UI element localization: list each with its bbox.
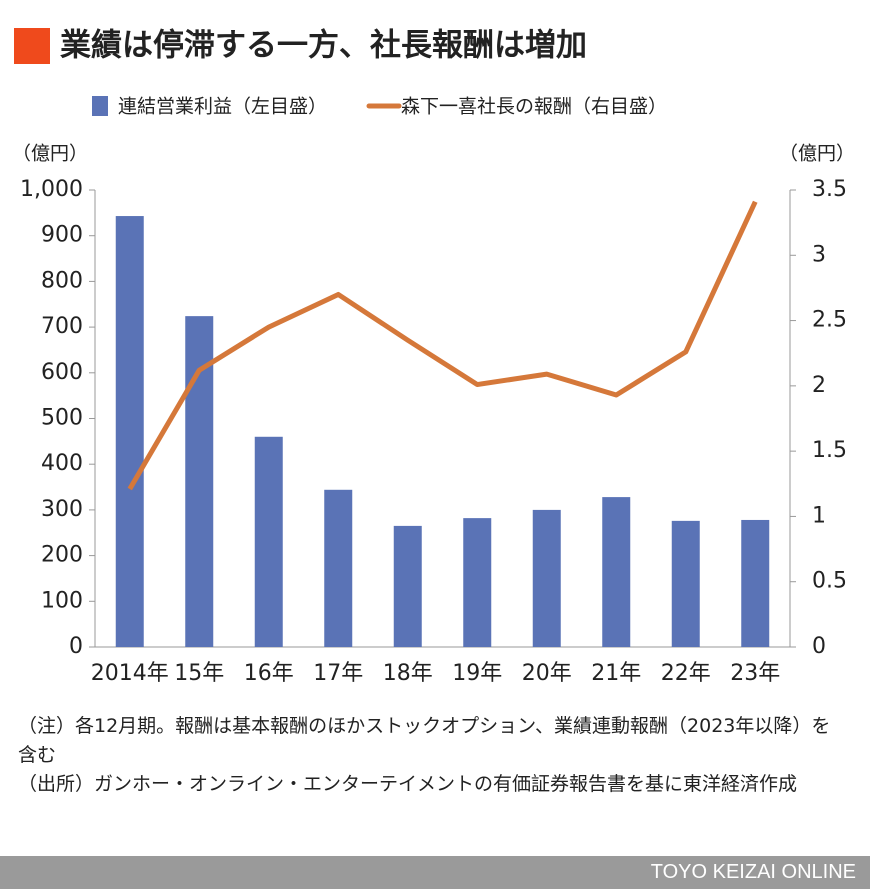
note: （注）各12月期。報酬は基本報酬のほかストックオプション、業績連動報酬（2023…	[18, 715, 831, 766]
y-tick-label: 0	[69, 634, 83, 659]
line	[127, 200, 758, 491]
x-tick-label: 20年	[522, 661, 572, 686]
x-tick-label: 19年	[452, 661, 502, 686]
y-tick-label: 400	[41, 451, 83, 476]
y-tick-label: 1,000	[20, 177, 83, 202]
x-tick-label: 16年	[244, 661, 294, 686]
y-tick-label: 100	[41, 588, 83, 613]
bar	[532, 509, 561, 647]
bar	[602, 497, 631, 647]
x-tick-label: 17年	[313, 661, 363, 686]
y2-tick-label: 0	[812, 634, 826, 659]
bar	[393, 525, 422, 647]
y2-axis-label: （億円）	[779, 143, 855, 165]
y-tick-label: 800	[41, 268, 83, 293]
footer: TOYO KEIZAI ONLINE	[0, 856, 870, 889]
x-tick-label: 22年	[661, 661, 711, 686]
x-tick-label: 21年	[591, 661, 641, 686]
x-tick-label: 15年	[174, 661, 224, 686]
x-tick-label: 18年	[383, 661, 433, 686]
bar	[115, 216, 144, 647]
y2-tick-label: 2	[812, 373, 826, 398]
y-tick-label: 900	[41, 223, 83, 248]
bar	[741, 519, 770, 647]
y-tick-label: 600	[41, 360, 83, 385]
y2-tick-label: 1.5	[812, 438, 847, 463]
y2-tick-label: 3	[812, 242, 826, 267]
y-tick-label: 200	[41, 543, 83, 568]
y-tick-label: 300	[41, 497, 83, 522]
legend-label: 森下一喜社長の報酬（右目盛）	[401, 96, 667, 118]
y2-tick-label: 3.5	[812, 177, 847, 202]
legend-swatch	[92, 96, 108, 116]
chart-title: 業績は停滞する一方、社長報酬は増加	[60, 28, 587, 64]
x-tick-label: 23年	[730, 661, 780, 686]
y-tick-label: 700	[41, 314, 83, 339]
y-tick-label: 500	[41, 406, 83, 431]
note: （出所）ガンホー・オンライン・エンターテイメントの有価証券報告書を基に東洋経済作…	[18, 773, 798, 795]
bar	[324, 489, 353, 647]
bar	[463, 518, 492, 647]
bar	[671, 520, 700, 647]
y2-tick-label: 1	[812, 503, 826, 528]
chart: 業績は停滞する一方、社長報酬は増加 （億円） （億円） 0 100 200 300 40…	[12, 28, 855, 687]
x-tick-label: 2014年	[91, 661, 169, 686]
title-marker	[14, 28, 50, 64]
y2-tick-label: 2.5	[812, 308, 847, 333]
bar	[254, 436, 283, 647]
notes: （注）各12月期。報酬は基本報酬のほかストックオプション、業績連動報酬（2023…	[18, 712, 848, 799]
y2-tick-label: 0.5	[812, 569, 847, 594]
y-axis-label: （億円）	[12, 143, 88, 165]
legend-label: 連結営業利益（左目盛）	[118, 96, 327, 118]
